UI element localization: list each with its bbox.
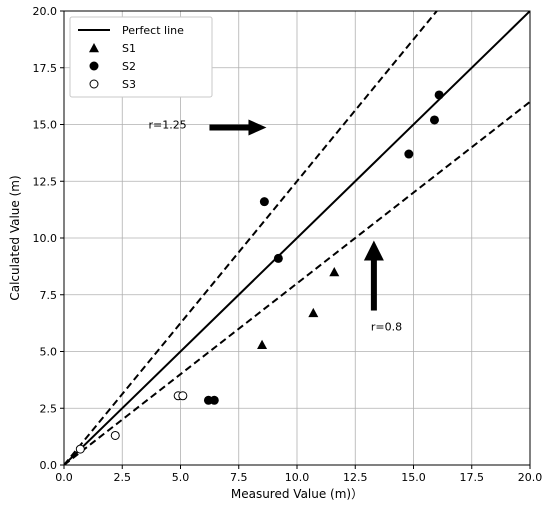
arrow-up-shaft [370,256,377,311]
legend-box [69,16,213,98]
y-tick-label: 12.5 [33,175,58,188]
s3-point [75,444,85,454]
legend-label: S2 [122,60,136,73]
y-tick-label: 15.0 [33,119,58,132]
y-tick-label: 2.5 [40,402,58,415]
x-tick-label: 20.0 [518,471,543,484]
annotation-label: r=1.25 [148,119,186,132]
data-points [75,90,444,454]
s2-point [429,115,439,125]
s1-point [257,339,268,349]
x-tick-label: 10.0 [285,471,310,484]
y-tick-label: 0.0 [40,459,58,472]
legend-open-circle-swatch [89,79,99,89]
s2-point [434,90,444,100]
x-tick-label: 2.5 [114,471,132,484]
s1-point [308,307,319,318]
perfect-line [64,11,530,465]
y-tick-label: 17.5 [33,62,58,75]
legend-label: S3 [122,78,136,91]
legend-filled-circle-swatch [89,61,99,71]
s3-point [178,391,188,401]
y-tick-label: 7.5 [40,289,58,302]
s2-point [273,253,283,263]
reference-lines [64,11,530,465]
s2-point [259,197,269,207]
x-tick-label: 5.0 [172,471,190,484]
x-tick-label: 0.0 [55,471,73,484]
legend: Perfect line S1 S2 S3 [69,16,213,98]
x-tick-label: 7.5 [230,471,248,484]
ratio-line-1-25 [64,11,438,465]
annotation-label: r=0.8 [371,321,402,334]
s2-point [404,149,414,159]
arrow-right-head [248,119,267,136]
axis-ticks: 0.0 2.5 5.0 7.5 10.0 12.5 15.0 17.5 20.0 0.0 2.5 5.… [33,5,543,484]
y-axis-label: Calculated Value (m) [8,175,22,300]
x-axis-label: Measured Value (m)） [231,487,363,501]
legend-label: Perfect line [122,24,184,37]
annotations: r=1.25 r=0.8 [148,119,402,334]
legend-triangle-swatch [89,43,99,53]
arrow-right-shaft [209,124,250,131]
s2-point [209,395,219,405]
x-tick-label: 17.5 [460,471,485,484]
s3-point [110,430,120,440]
arrow-up-head [363,240,384,261]
s1-point [329,267,340,277]
legend-label: S1 [122,42,136,55]
y-tick-label: 5.0 [40,346,58,359]
x-tick-label: 15.0 [401,471,426,484]
x-tick-label: 12.5 [343,471,368,484]
y-tick-label: 10.0 [33,232,58,245]
y-tick-label: 20.0 [33,5,58,18]
